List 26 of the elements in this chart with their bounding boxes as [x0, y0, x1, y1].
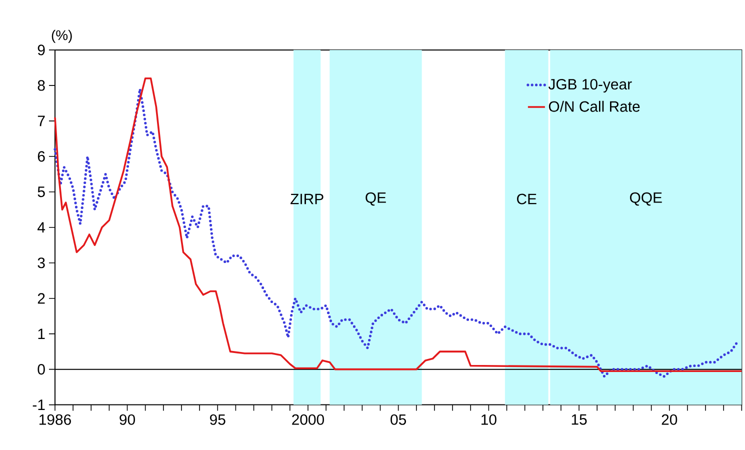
- band-label: ZIRP: [290, 194, 324, 204]
- x-tick-label: 90: [120, 414, 135, 425]
- band-label: CE: [517, 194, 536, 204]
- x-tick-label: 05: [390, 414, 406, 425]
- y-tick-label: 4: [38, 222, 46, 233]
- y-tick-label: 6: [38, 151, 45, 162]
- x-tick-label: 2000: [292, 414, 324, 425]
- y-tick-label: 0: [38, 364, 45, 375]
- x-tick-label: 1986: [40, 414, 71, 425]
- legend-label: O/N Call Rate: [548, 100, 640, 112]
- y-tick-label: 9: [38, 44, 45, 56]
- x-tick-label: 15: [572, 414, 587, 425]
- y-tick-label: 5: [38, 186, 45, 198]
- x-tick-label: 95: [210, 414, 226, 425]
- y-tick-label: 1: [38, 328, 45, 340]
- y-tick-label: 8: [38, 80, 45, 91]
- y-tick-label: 7: [38, 116, 45, 126]
- y-tick-label: 3: [38, 258, 45, 268]
- x-tick-label: 10: [482, 414, 496, 425]
- band-label: QQE: [630, 192, 662, 206]
- legend-label: JGB 10-year: [548, 79, 632, 93]
- y-axis-title: (%): [52, 30, 72, 44]
- y-tick-label: -1: [32, 400, 45, 410]
- band-label: QE: [366, 192, 386, 206]
- y-tick-label: 2: [38, 293, 45, 304]
- x-tick-label: 20: [662, 414, 678, 425]
